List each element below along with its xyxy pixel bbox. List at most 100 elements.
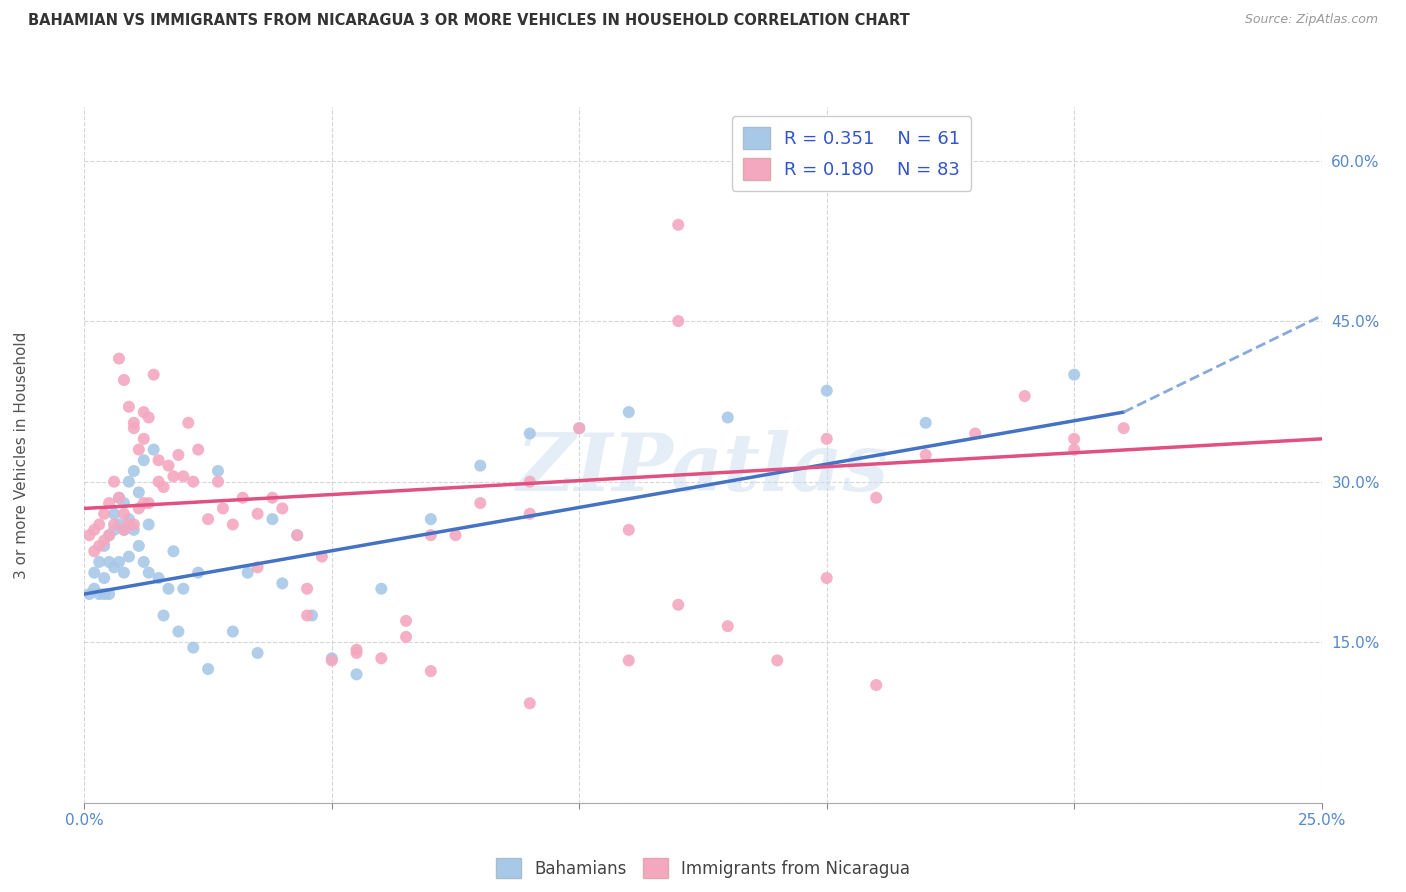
Point: [93, 587, 115, 601]
Point: [295, 582, 318, 596]
Point: [122, 517, 145, 532]
Point: [83, 582, 105, 596]
Point: [207, 475, 229, 489]
Point: [617, 523, 640, 537]
Point: [122, 523, 145, 537]
Point: [98, 528, 121, 542]
Point: [112, 523, 135, 537]
Point: [271, 501, 294, 516]
Point: [370, 651, 392, 665]
Point: [112, 496, 135, 510]
Point: [236, 566, 259, 580]
Point: [138, 566, 160, 580]
Point: [172, 582, 194, 596]
Point: [89, 587, 111, 601]
Point: [138, 410, 160, 425]
Point: [285, 528, 308, 542]
Point: [395, 614, 418, 628]
Point: [89, 539, 111, 553]
Point: [1014, 389, 1036, 403]
Point: [285, 528, 308, 542]
Point: [98, 528, 121, 542]
Point: [112, 373, 135, 387]
Point: [262, 491, 284, 505]
Point: [122, 421, 145, 435]
Point: [162, 469, 184, 483]
Point: [128, 442, 150, 457]
Point: [142, 368, 165, 382]
Point: [83, 523, 105, 537]
Point: [212, 501, 235, 516]
Point: [914, 416, 936, 430]
Point: [321, 653, 343, 667]
Point: [152, 608, 174, 623]
Point: [346, 667, 368, 681]
Point: [815, 571, 838, 585]
Point: [181, 640, 204, 655]
Point: [93, 507, 115, 521]
Point: [865, 678, 887, 692]
Point: [118, 549, 141, 564]
Point: [152, 480, 174, 494]
Text: ZIPatlas: ZIPatlas: [517, 430, 889, 508]
Point: [815, 384, 838, 398]
Point: [766, 653, 789, 667]
Point: [815, 432, 838, 446]
Point: [138, 496, 160, 510]
Point: [93, 533, 115, 548]
Point: [419, 512, 441, 526]
Point: [132, 555, 155, 569]
Point: [470, 496, 492, 510]
Point: [321, 651, 343, 665]
Point: [346, 642, 368, 657]
Point: [138, 517, 160, 532]
Point: [181, 475, 204, 489]
Point: [301, 608, 323, 623]
Point: [89, 517, 111, 532]
Point: [157, 458, 180, 473]
Point: [395, 630, 418, 644]
Point: [128, 485, 150, 500]
Point: [419, 664, 441, 678]
Point: [118, 475, 141, 489]
Point: [519, 426, 541, 441]
Point: [295, 608, 318, 623]
Text: BAHAMIAN VS IMMIGRANTS FROM NICARAGUA 3 OR MORE VEHICLES IN HOUSEHOLD CORRELATIO: BAHAMIAN VS IMMIGRANTS FROM NICARAGUA 3 …: [28, 13, 910, 29]
Point: [262, 512, 284, 526]
Point: [1063, 432, 1085, 446]
Point: [568, 421, 591, 435]
Point: [148, 475, 170, 489]
Point: [666, 314, 689, 328]
Point: [112, 523, 135, 537]
Point: [177, 416, 200, 430]
Point: [232, 491, 254, 505]
Point: [207, 464, 229, 478]
Point: [470, 458, 492, 473]
Point: [132, 405, 155, 419]
Point: [112, 566, 135, 580]
Point: [93, 571, 115, 585]
Point: [246, 646, 269, 660]
Point: [103, 507, 125, 521]
Point: [617, 405, 640, 419]
Point: [83, 544, 105, 558]
Point: [311, 549, 333, 564]
Point: [617, 653, 640, 667]
Point: [666, 218, 689, 232]
Point: [108, 351, 131, 366]
Point: [128, 539, 150, 553]
Point: [103, 475, 125, 489]
Point: [419, 528, 441, 542]
Point: [93, 539, 115, 553]
Point: [103, 523, 125, 537]
Text: Source: ZipAtlas.com: Source: ZipAtlas.com: [1244, 13, 1378, 27]
Point: [914, 448, 936, 462]
Point: [108, 517, 131, 532]
Point: [118, 517, 141, 532]
Point: [666, 598, 689, 612]
Point: [132, 496, 155, 510]
Point: [568, 421, 591, 435]
Point: [108, 555, 131, 569]
Point: [128, 501, 150, 516]
Point: [98, 587, 121, 601]
